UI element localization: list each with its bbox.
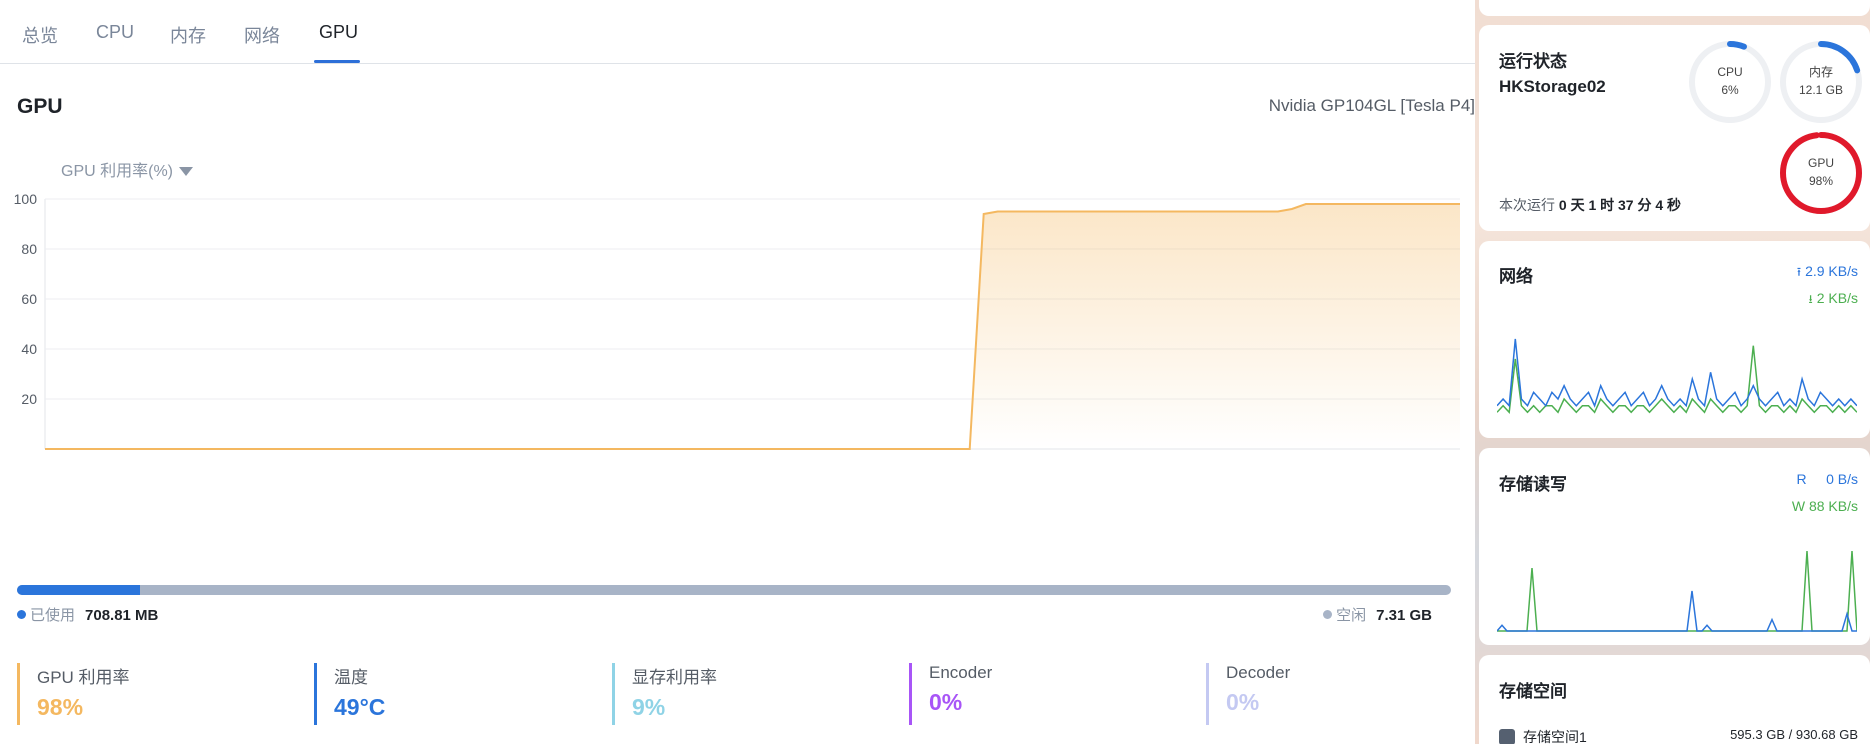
stat-label: Encoder: [929, 663, 993, 682]
network-download: ⭳ 2 KB/s: [1809, 290, 1858, 311]
download-line: [1497, 345, 1857, 415]
memory-used-value: 708.81 MB: [85, 607, 159, 624]
memory-used: 已使用 708.81 MB: [17, 604, 158, 625]
card-network[interactable]: 网络 ⭱ 2.9 KB/s ⭳ 2 KB/s: [1479, 241, 1870, 438]
stat-value: 0%: [929, 689, 963, 715]
memory-ring: [1780, 41, 1862, 123]
memory-free-label: 空闲: [1336, 607, 1367, 624]
card-status[interactable]: 运行状态 HKStorage02 CPU 6% 内存 12.1 GB GPU 9…: [1479, 25, 1870, 231]
y-tick-label: 60: [21, 291, 37, 307]
stat-encoder: Encoder 0%: [909, 663, 992, 725]
write-line: [1497, 550, 1857, 632]
storage-volume-size: 595.3 GB / 930.68 GB: [1730, 727, 1858, 742]
stat-value: 98%: [37, 694, 84, 720]
stat-label: GPU 利用率: [37, 668, 130, 687]
y-tick-label: 100: [14, 191, 38, 207]
ring-progress: [1780, 41, 1862, 123]
memory-free: 空闲 7.31 GB: [1032, 604, 1432, 625]
upload-arrow-icon: ⭱: [1796, 265, 1802, 279]
hostname: HKStorage02: [1499, 77, 1606, 96]
cpu-ring-label: CPU: [1717, 65, 1743, 79]
storage-write-label: W: [1791, 498, 1806, 514]
metric-dropdown[interactable]: GPU 利用率(%): [61, 157, 194, 181]
storage-read-value: 0 B/s: [1826, 471, 1858, 487]
stat-value: 49°C: [334, 694, 386, 720]
download-arrow-icon: ⭳: [1808, 292, 1813, 306]
stat-decoder: Decoder 0%: [1206, 663, 1290, 725]
card-storage-io[interactable]: 存储读写 R 0 B/s W 88 KB/s: [1479, 448, 1870, 645]
gpu-ring: [1780, 132, 1862, 214]
main-panel: 总览 CPU 内存 网络 GPU GPU Nvidia GP104GL [Tes…: [0, 0, 1475, 725]
storage-io-sparkline: [1497, 550, 1857, 632]
sidebar: 运行状态 HKStorage02 CPU 6% 内存 12.1 GB GPU 9…: [1475, 0, 1870, 744]
stat-gpu-usage: GPU 利用率 98%: [17, 663, 130, 725]
uptime-value: 0 天 1 时 37 分 4 秒: [1558, 197, 1682, 213]
gpu-usage-area: [45, 204, 1460, 449]
tab-memory[interactable]: 内存: [170, 26, 206, 46]
read-line: [1497, 590, 1857, 632]
card-storage-space[interactable]: 存储空间 存储空间1 595.3 GB / 930.68 GB: [1479, 655, 1870, 744]
network-sparkline: [1497, 338, 1857, 415]
network-upload-value: 2.9 KB/s: [1805, 263, 1858, 279]
storage-io-title: 存储读写: [1499, 475, 1567, 494]
used-dot-icon: [17, 610, 26, 619]
memory-ring-value: 12.1 GB: [1798, 83, 1844, 97]
memory-ring-text: 内存 12.1 GB: [1779, 63, 1863, 99]
y-tick-label: 20: [21, 391, 37, 407]
stat-vram-usage: 显存利用率 9%: [612, 663, 717, 725]
storage-space-title: 存储空间: [1499, 682, 1567, 701]
storage-write: W 88 KB/s: [1792, 498, 1858, 514]
tab-network[interactable]: 网络: [244, 26, 280, 46]
storage-read: R 0 B/s: [1797, 471, 1858, 487]
card-top-partial: [1479, 0, 1870, 16]
stat-label: 温度: [334, 668, 368, 687]
memory-bar: [17, 585, 1451, 595]
network-title: 网络: [1499, 267, 1533, 286]
network-upload: ⭱ 2.9 KB/s: [1797, 263, 1858, 284]
uptime-label: 本次运行: [1499, 197, 1555, 213]
cpu-ring-value: 6%: [1721, 83, 1739, 97]
y-tick-label: 40: [21, 341, 37, 357]
gpu-ring-label: GPU: [1807, 156, 1834, 170]
storage-write-value: 88 KB/s: [1808, 498, 1858, 514]
tab-overview[interactable]: 总览: [22, 26, 58, 46]
gpu-usage-line: [45, 203, 1460, 450]
cpu-ring: [1689, 41, 1771, 123]
memory-used-fill: [17, 585, 141, 595]
uptime: 本次运行 0 天 1 时 37 分 4 秒: [1499, 195, 1681, 215]
memory-free-value: 7.31 GB: [1376, 607, 1432, 624]
active-tab-indicator: [314, 60, 360, 63]
memory-ring-label: 内存: [1808, 65, 1833, 79]
tab-gpu[interactable]: GPU: [319, 22, 359, 42]
metric-dropdown-label: GPU 利用率(%): [61, 163, 174, 180]
gpu-ring-text: GPU 98%: [1779, 154, 1863, 190]
status-title: 运行状态: [1499, 52, 1567, 71]
ring-progress: [1689, 41, 1771, 123]
free-dot-icon: [1323, 610, 1333, 619]
stat-value: 0%: [1226, 689, 1260, 715]
tab-bar: 总览 CPU 内存 网络 GPU: [0, 0, 1475, 64]
disk-icon: [1499, 729, 1515, 744]
caret-down-icon: [179, 167, 194, 177]
storage-read-label: R: [1796, 471, 1807, 487]
y-tick-label: 80: [21, 241, 37, 257]
storage-volume-name: 存储空间1: [1523, 729, 1587, 744]
gpu-ring-value: 98%: [1808, 174, 1834, 188]
cpu-ring-text: CPU 6%: [1688, 63, 1772, 99]
network-download-value: 2 KB/s: [1816, 290, 1858, 306]
gpu-model: Nvidia GP104GL [Tesla P4]: [1268, 96, 1475, 115]
stat-temperature: 温度 49°C: [314, 663, 385, 725]
stat-value: 9%: [632, 694, 666, 720]
storage-volume[interactable]: 存储空间1: [1499, 727, 1587, 744]
stat-label: 显存利用率: [632, 668, 717, 687]
upload-line: [1497, 338, 1857, 408]
page-title: GPU: [17, 95, 63, 118]
memory-used-label: 已使用: [30, 607, 76, 624]
tab-cpu[interactable]: CPU: [96, 22, 135, 42]
gpu-usage-chart: 20 40 60 80 100: [14, 191, 1460, 450]
ring-progress: [1780, 132, 1862, 214]
stat-label: Decoder: [1226, 663, 1291, 682]
